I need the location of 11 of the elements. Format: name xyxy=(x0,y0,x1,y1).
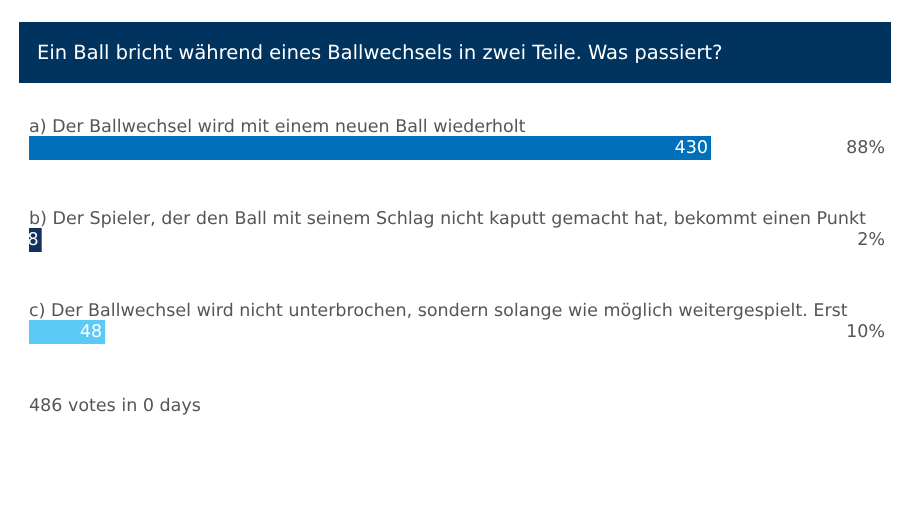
text: 88% xyxy=(846,138,885,158)
y-tick-label: b) Der Spieler, der den Ball mit seinem Schlag nicht kaputt gemacht hat, bekommt einen Punkt xyxy=(29,209,866,229)
data-label: 430 xyxy=(674,138,708,158)
y-tick-label: a) Der Ballwechsel wird mit einem neuen Ball wiederholt xyxy=(29,117,526,137)
text: 10% xyxy=(846,322,885,342)
text: 2% xyxy=(857,230,885,250)
chart-title: Ein Ball bricht während eines Ballwechsels in zwei Teile. Was passiert? xyxy=(37,41,722,64)
y-tick-label: c) Der Ballwechsel wird nicht unterbrochen, sondern solange wie möglich weitergespielt. Erst xyxy=(29,301,848,321)
text: 486 votes in 0 days xyxy=(29,396,201,416)
data-label: 48 xyxy=(80,322,102,342)
data-label: 8 xyxy=(28,230,39,250)
